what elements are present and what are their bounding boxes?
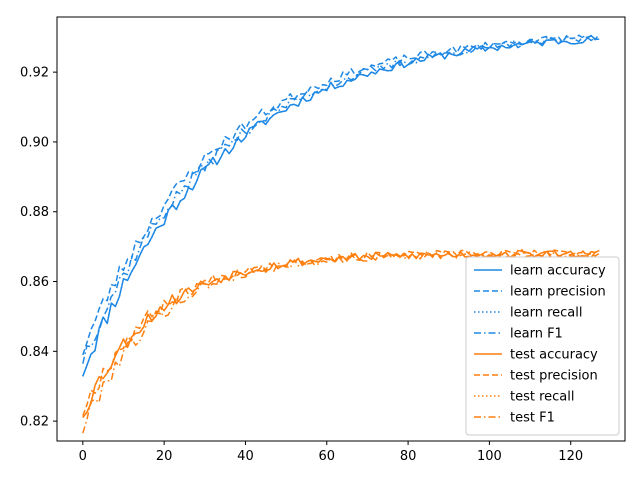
x-tick-label: 0 [79,449,87,464]
series-learn-f1 [82,35,600,364]
legend: learn accuracy learn precision learn recal… [465,256,620,436]
y-tick-label: 0.82 [20,415,49,430]
x-tick-label: 60 [318,449,335,464]
x-tick-label: 100 [477,449,502,464]
y-tick-label: 0.90 [20,135,49,150]
x-tick-label: 80 [400,449,417,464]
x-axis: 0 20 40 60 80 100 120 [79,441,583,464]
y-tick-label: 0.92 [20,66,49,81]
y-tick-label: 0.88 [20,205,49,220]
x-tick-label: 40 [237,449,254,464]
legend-label-learn-f1: learn F1 [510,327,563,342]
legend-label-learn-recall: learn recall [510,306,582,321]
legend-label-test-precision: test precision [510,369,598,384]
legend-box [465,256,620,436]
legend-label-test-f1: test F1 [510,411,555,426]
y-axis: 0.82 0.84 0.86 0.88 0.90 0.92 [20,66,57,430]
series-test-precision [82,248,600,416]
series-learn-accuracy [82,34,600,377]
series-learn-precision [82,33,600,356]
y-tick-label: 0.86 [20,275,49,290]
legend-label-test-accuracy: test accuracy [510,348,598,363]
x-tick-label: 120 [558,449,583,464]
legend-label-learn-accuracy: learn accuracy [510,264,606,279]
legend-label-test-recall: test recall [510,390,575,405]
plot-frame [56,16,626,442]
x-tick-label: 20 [156,449,173,464]
legend-label-learn-precision: learn precision [510,285,606,300]
y-tick-label: 0.84 [20,345,49,360]
series-test-f1 [82,249,600,434]
